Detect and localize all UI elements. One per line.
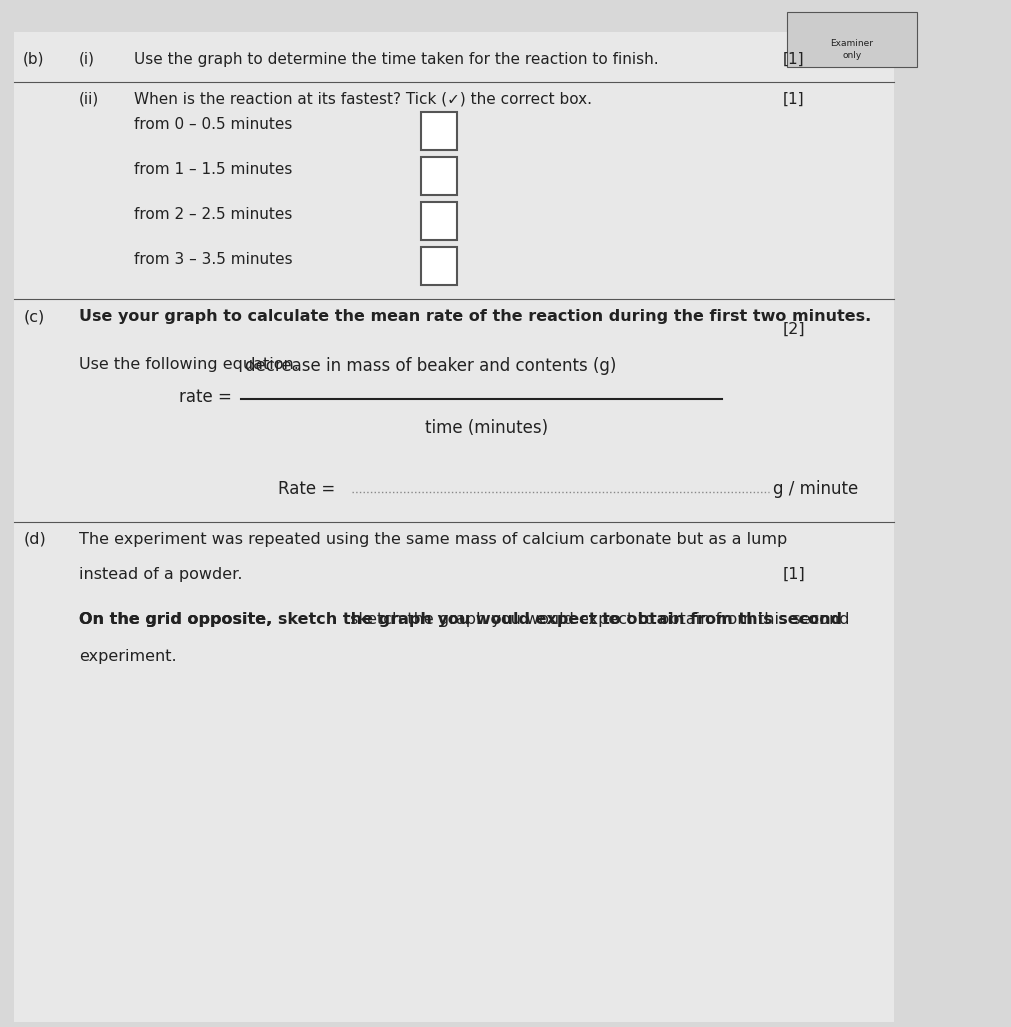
Bar (422, 157, 457, 195)
Text: (ii): (ii) (79, 92, 99, 107)
Text: g / minute: g / minute (773, 480, 858, 498)
Text: (i): (i) (79, 52, 95, 67)
Text: experiment.: experiment. (79, 649, 176, 664)
Text: decrease in mass of beaker and contents (g): decrease in mass of beaker and contents … (246, 357, 617, 375)
Text: Use the following equation.: Use the following equation. (79, 357, 298, 372)
Text: When is the reaction at its fastest? Tick (✓) the correct box.: When is the reaction at its fastest? Tic… (134, 92, 592, 107)
Text: from 1 – 1.5 minutes: from 1 – 1.5 minutes (134, 162, 292, 177)
Text: from 2 – 2.5 minutes: from 2 – 2.5 minutes (134, 207, 292, 222)
Text: On the grid opposite,: On the grid opposite, (79, 612, 272, 627)
Text: time (minutes): time (minutes) (425, 419, 548, 438)
Text: instead of a powder.: instead of a powder. (79, 567, 243, 582)
Bar (422, 112, 457, 150)
Text: The experiment was repeated using the same mass of calcium carbonate but as a lu: The experiment was repeated using the sa… (79, 532, 787, 547)
Text: from 3 – 3.5 minutes: from 3 – 3.5 minutes (134, 252, 293, 267)
Text: [1]: [1] (783, 52, 805, 67)
Text: [1]: [1] (783, 567, 806, 582)
Text: Use your graph to calculate the mean rate of the reaction during the first two m: Use your graph to calculate the mean rat… (79, 309, 871, 324)
Text: [2]: [2] (783, 322, 806, 337)
Text: Examiner
only: Examiner only (831, 39, 874, 60)
Text: (c): (c) (23, 309, 44, 324)
Text: Rate =: Rate = (278, 480, 341, 498)
Bar (422, 248, 457, 286)
FancyBboxPatch shape (788, 12, 917, 67)
Text: from 0 – 0.5 minutes: from 0 – 0.5 minutes (134, 117, 292, 132)
Text: (d): (d) (23, 532, 45, 547)
Text: sketch the graph you would expect to obtain from this second: sketch the graph you would expect to obt… (345, 612, 849, 627)
Bar (422, 202, 457, 240)
FancyBboxPatch shape (14, 32, 894, 1022)
Text: Use the graph to determine the time taken for the reaction to finish.: Use the graph to determine the time take… (134, 52, 659, 67)
Text: [1]: [1] (783, 92, 805, 107)
Text: On the grid opposite, sketch the graph you would expect to obtain from this seco: On the grid opposite, sketch the graph y… (79, 612, 842, 627)
Text: (b): (b) (23, 52, 44, 67)
Text: rate =: rate = (179, 388, 232, 406)
